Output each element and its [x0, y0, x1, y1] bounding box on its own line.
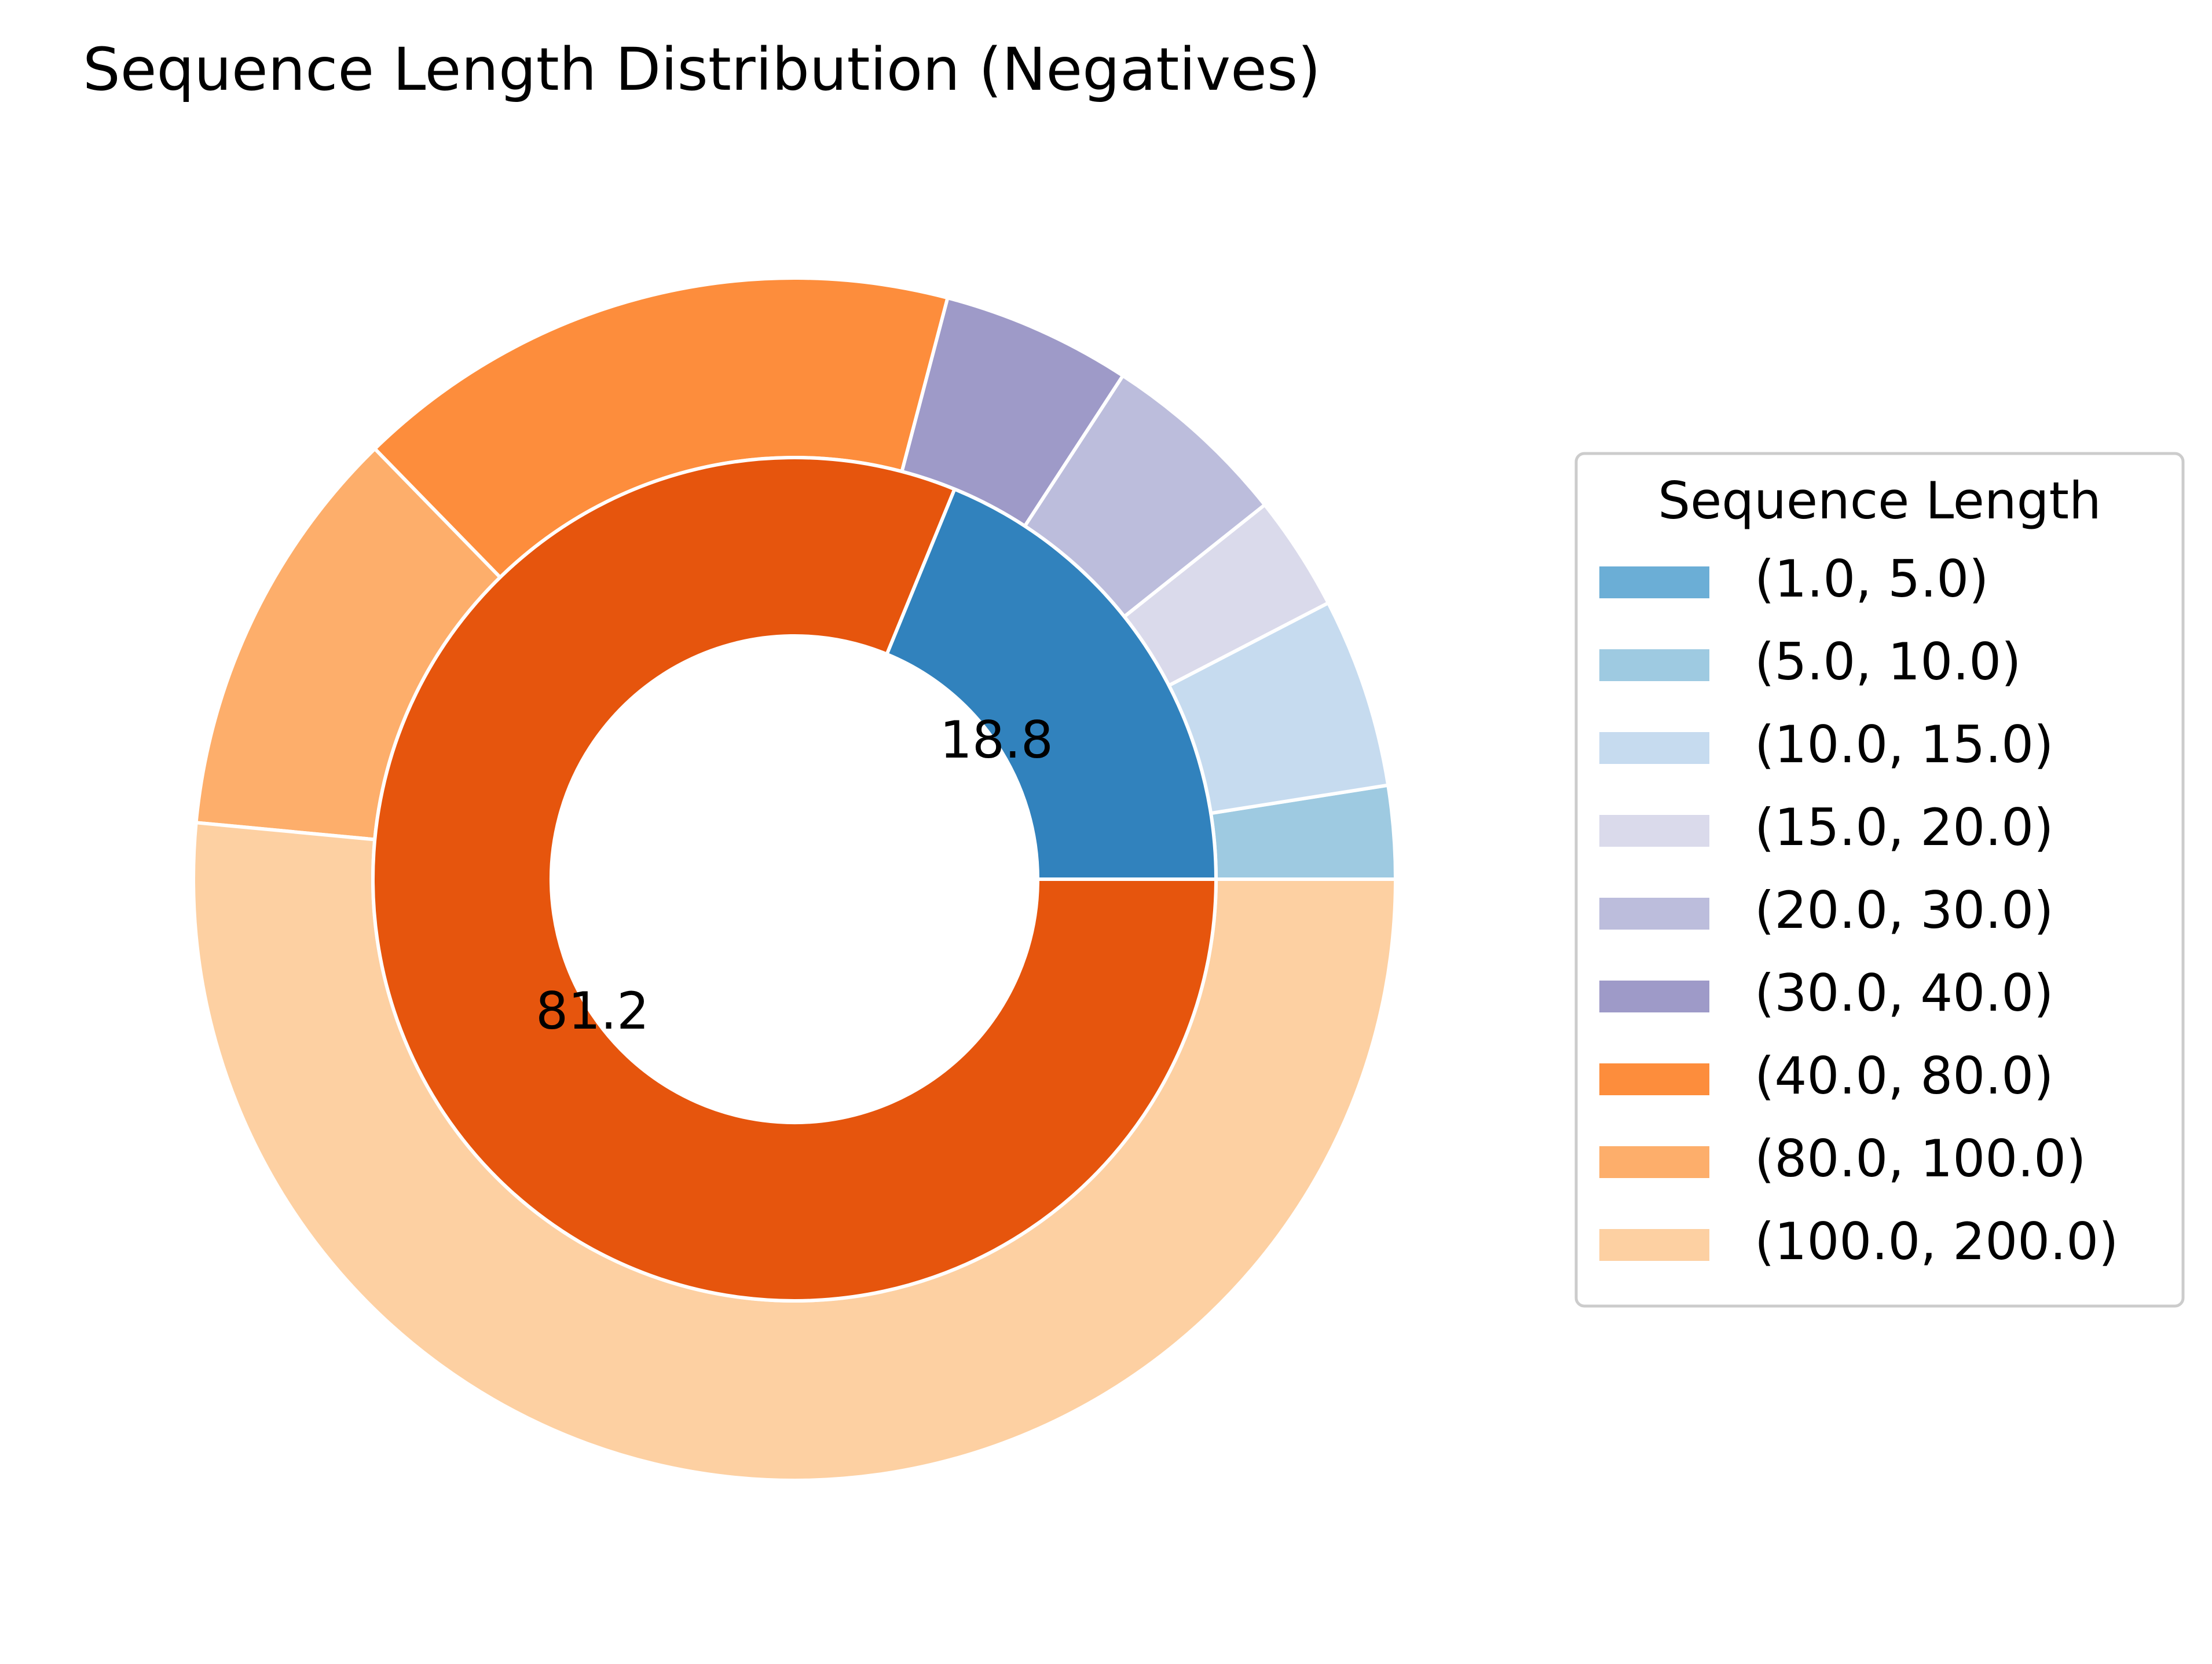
legend-swatch-0	[1599, 566, 1709, 598]
legend-label-4: (20.0, 30.0)	[1755, 880, 2053, 940]
inner-ring-wedge-0	[885, 487, 1218, 881]
legend-label-7: (80.0, 100.0)	[1755, 1129, 2086, 1188]
outer-ring	[192, 276, 1397, 1482]
legend-label-8: (100.0, 200.0)	[1755, 1212, 2118, 1271]
inner-ring-label-1: 81.2	[536, 981, 649, 1041]
legend-swatch-2	[1599, 732, 1709, 764]
legend-swatch-1	[1599, 649, 1709, 681]
legend-entries: (1.0, 5.0) (5.0, 10.0) (10.0, 15.0) (15.0, …	[1599, 549, 2118, 1271]
legend: Sequence Length (1.0, 5.0) (5.0, 10.0) (10…	[1574, 452, 2185, 1308]
legend-label-1: (5.0, 10.0)	[1755, 632, 2021, 692]
legend-swatch-6	[1599, 1063, 1709, 1095]
inner-ring-wedge-1	[371, 456, 1218, 1303]
legend-swatch-3	[1599, 815, 1709, 847]
legend-swatch-8	[1599, 1229, 1709, 1261]
legend-title: Sequence Length	[1658, 471, 2101, 531]
chart-title: Sequence Length Distribution (Negatives)	[83, 35, 1321, 104]
legend-label-0: (1.0, 5.0)	[1755, 549, 1989, 609]
inner-ring	[371, 456, 1218, 1303]
legend-swatch-5	[1599, 981, 1709, 1012]
inner-ring-labels: 18.8 81.2	[536, 710, 1053, 1041]
legend-label-6: (40.0, 80.0)	[1755, 1046, 2053, 1106]
legend-label-3: (15.0, 20.0)	[1755, 798, 2053, 857]
legend-label-2: (10.0, 15.0)	[1755, 715, 2053, 774]
legend-label-5: (30.0, 40.0)	[1755, 963, 2053, 1023]
inner-ring-label-0: 18.8	[940, 710, 1053, 770]
legend-swatch-7	[1599, 1146, 1709, 1178]
legend-swatch-4	[1599, 898, 1709, 930]
legend-frame	[1574, 452, 2185, 1308]
